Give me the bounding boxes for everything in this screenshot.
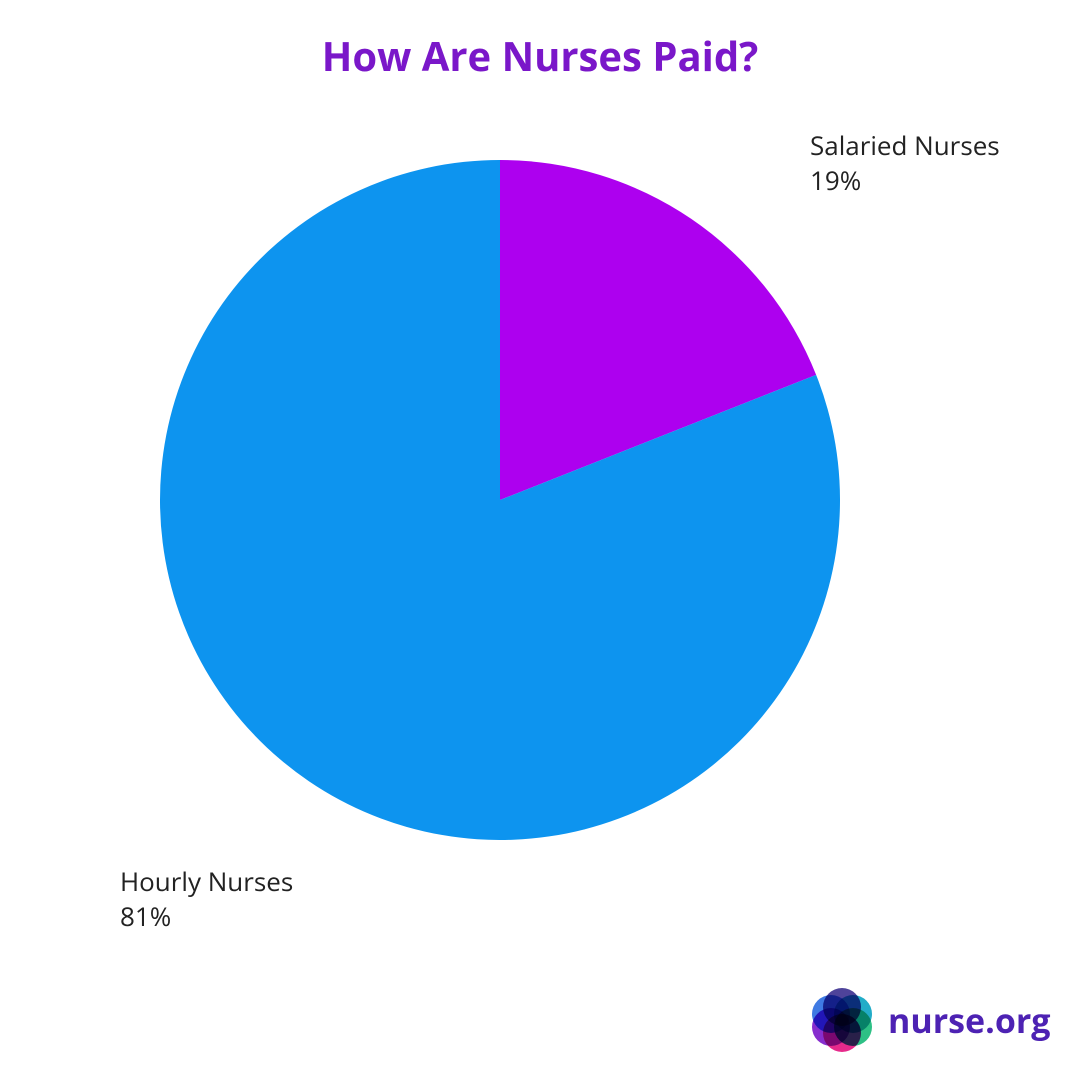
logo-petal (812, 995, 850, 1033)
slice-label-text: Salaried Nurses (810, 128, 1000, 163)
pie-svg (160, 160, 840, 840)
pie-chart (160, 160, 840, 840)
brand-logo-icon (810, 988, 874, 1052)
slice-label-text: Hourly Nurses (120, 864, 293, 899)
footer-brand: nurse.org (810, 988, 1051, 1052)
slice-value-text: 81% (120, 899, 293, 934)
slice-value-text: 19% (810, 163, 1000, 198)
pie-slice-label: Hourly Nurses81% (120, 864, 293, 934)
chart-title: How Are Nurses Paid? (0, 28, 1080, 83)
brand-text: nurse.org (888, 997, 1051, 1043)
pie-slice-label: Salaried Nurses19% (810, 128, 1000, 198)
